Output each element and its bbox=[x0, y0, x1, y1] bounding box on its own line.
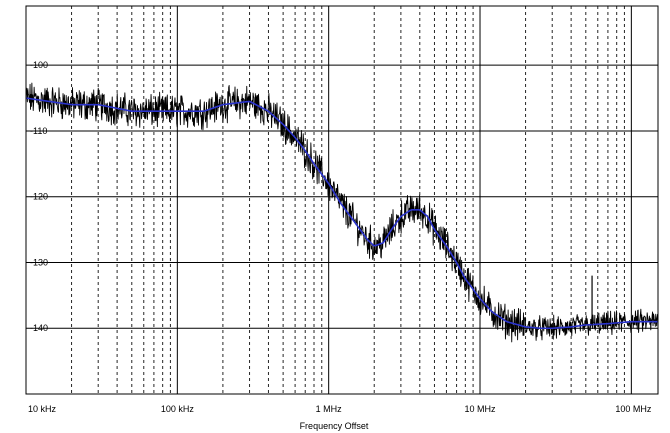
minor-gridlines bbox=[71, 6, 625, 394]
plot-frame bbox=[25, 5, 659, 395]
y-tick-label: -100 bbox=[30, 60, 48, 70]
y-tick-label: -120 bbox=[30, 192, 48, 202]
x-tick-label: 100 MHz bbox=[615, 404, 652, 414]
x-tick-label: 10 kHz bbox=[28, 404, 57, 414]
y-axis-tick-labels: -100 -110 -120 -130 -140 bbox=[30, 60, 48, 333]
y-tick-label: -130 bbox=[30, 257, 48, 267]
y-tick-label: -140 bbox=[30, 323, 48, 333]
x-axis-tick-labels: 10 kHz 100 kHz 1 MHz 10 MHz 100 MHz bbox=[28, 404, 652, 414]
plot-lines bbox=[25, 82, 659, 343]
fitted-model-trace bbox=[25, 97, 658, 330]
x-tick-label: 1 MHz bbox=[316, 404, 343, 414]
x-tick-label: 10 MHz bbox=[465, 404, 497, 414]
x-tick-label: 100 kHz bbox=[161, 404, 195, 414]
y-tick-label: -110 bbox=[30, 126, 47, 136]
x-axis-title: Frequency Offset bbox=[300, 421, 369, 431]
